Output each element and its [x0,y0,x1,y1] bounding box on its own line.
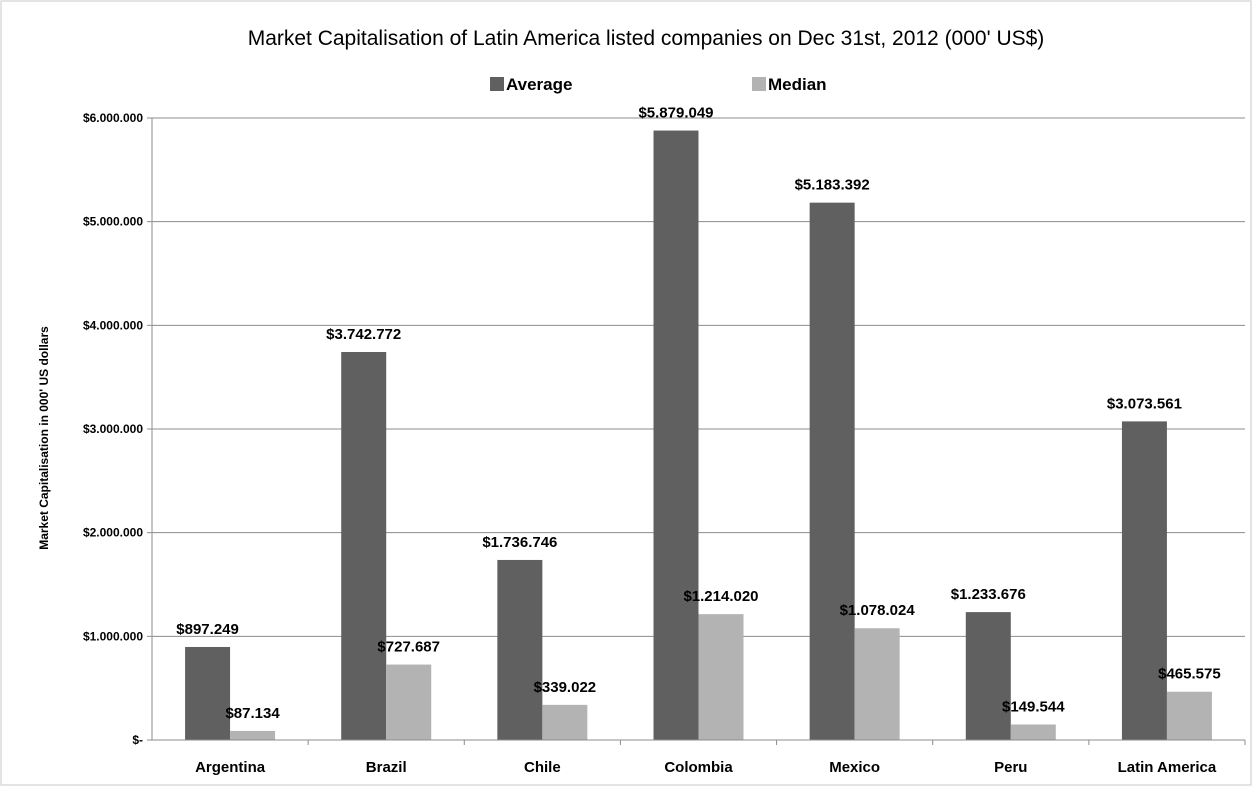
data-label-average: $3.742.772 [326,326,401,343]
x-tick-label: Latin America [1118,759,1217,776]
x-tick-label: Colombia [664,759,733,776]
bar-median [698,614,744,740]
data-label-average: $1.233.676 [951,586,1026,603]
bar-average [185,646,231,740]
data-label-average: $897.249 [176,621,239,638]
data-label-average: $1.736.746 [482,534,557,551]
y-tick-label: $1.000.000 [83,629,143,643]
bar-average [497,559,543,740]
data-label-median: $87.134 [225,705,280,722]
data-label-median: $727.687 [377,639,440,656]
y-tick-label: $- [132,733,143,747]
x-tick-label: Chile [524,759,561,776]
x-tick-label: Argentina [195,759,266,776]
y-tick-label: $5.000.000 [83,215,143,229]
data-label-average: $5.183.392 [795,177,870,194]
x-tick-label: Brazil [366,759,407,776]
data-label-median: $465.575 [1158,666,1221,683]
bar-average [653,130,699,741]
bar-median [854,628,900,740]
axis-layer [147,117,1246,745]
legend-average-swatch [490,77,504,91]
data-label-average: $3.073.561 [1107,395,1182,412]
y-axis-title: Market Capitalisation in 000' US dollars [37,326,51,550]
bar-median [1010,724,1056,740]
data-label-median: $1.078.024 [840,602,916,619]
data-label-average: $5.879.049 [638,105,713,122]
bar-average [965,612,1011,740]
data-label-median: $149.544 [1002,698,1065,715]
bar-average [341,351,387,740]
bar-average [1121,421,1167,740]
data-label-median: $339.022 [534,679,597,696]
y-tick-label: $6.000.000 [83,111,143,125]
legend: Average Median [490,75,827,94]
bar-average [809,202,855,740]
data-label-median: $1.214.020 [683,588,758,605]
chart-title: Market Capitalisation of Latin America l… [248,27,1045,50]
legend-median-label: Median [768,75,827,94]
bar-median [230,730,276,740]
bar-median [542,704,588,740]
legend-average-label: Average [506,75,572,94]
label-layer: $- $1.000.000 $2.000.000 $3.000.000 $4.000.0… [83,105,1221,776]
x-tick-label: Peru [994,759,1027,776]
y-tick-label: $3.000.000 [83,422,143,436]
bar-median [1166,691,1212,740]
bar-median [386,664,432,740]
legend-median-swatch [752,77,766,91]
x-tick-label: Mexico [829,759,880,776]
y-tick-label: $2.000.000 [83,526,143,540]
y-tick-label: $4.000.000 [83,318,143,332]
bar-layer [185,130,1212,741]
